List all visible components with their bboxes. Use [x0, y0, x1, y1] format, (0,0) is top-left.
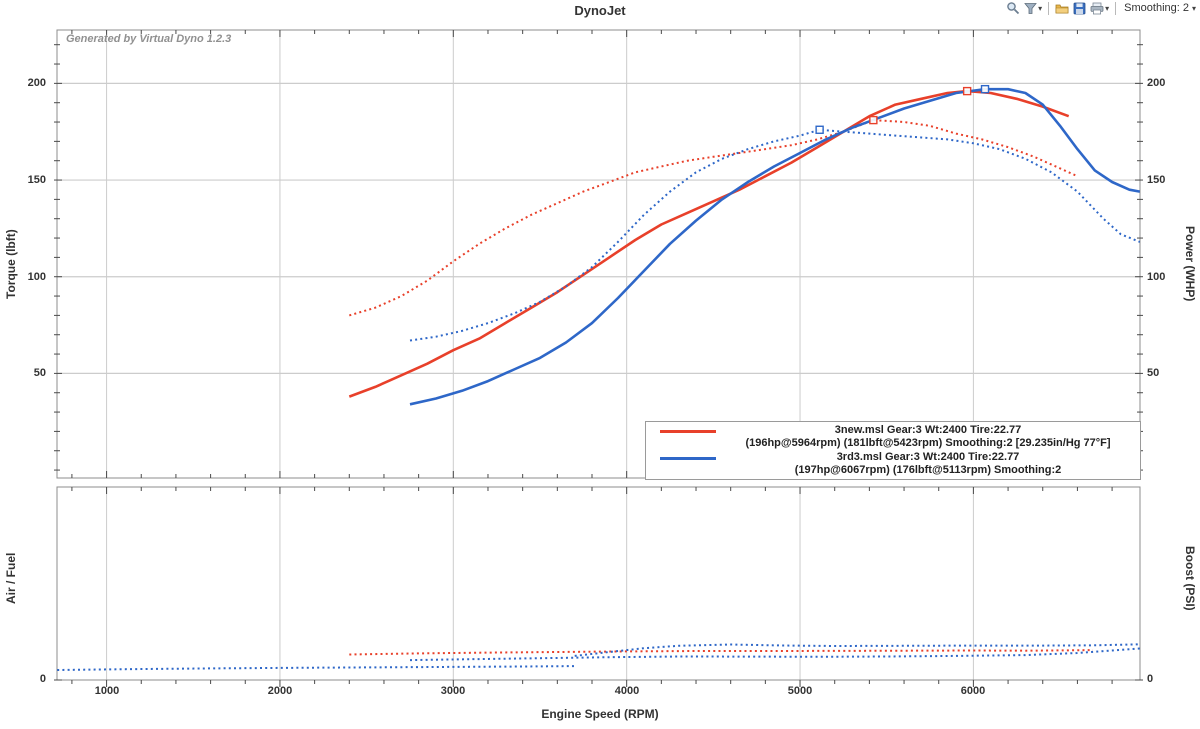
legend-swatch-blue — [660, 456, 716, 460]
torque-axis-label: Torque (lbft) — [4, 229, 18, 299]
generated-by-annotation: Generated by Virtual Dyno 1.2.3 — [66, 33, 232, 45]
legend: 3new.msl Gear:3 Wt:2400 Tire:22.77 (196h… — [645, 421, 1141, 480]
torque-tick-label: 50 — [33, 367, 46, 379]
boost-axis-label: Boost (PSI) — [1183, 545, 1197, 611]
power-tick-label: 100 — [1147, 271, 1166, 283]
series-3rd3-low-trace — [57, 665, 575, 671]
series-3rd3-msl-power-whp- — [409, 87, 1141, 406]
series-3new-air-fuel — [349, 649, 1094, 656]
engine-speed-axis-label: Engine Speed (RPM) — [541, 707, 659, 721]
printer-icon — [1090, 2, 1104, 14]
x-tick-label: 3000 — [440, 685, 466, 697]
power-tick-label: 50 — [1147, 367, 1160, 379]
power-tick-label: 150 — [1147, 174, 1166, 186]
legend-run-title: 3rd3.msl Gear:3 Wt:2400 Tire:22.77 — [836, 450, 1020, 463]
legend-run-title: 3new.msl Gear:3 Wt:2400 Tire:22.77 — [834, 423, 1022, 436]
series-3new-msl-power-whp- — [348, 89, 1070, 398]
zoom-button[interactable] — [1006, 1, 1020, 15]
folder-icon — [1055, 4, 1069, 13]
power-axis-label: Power (WHP) — [1183, 226, 1197, 302]
filter-icon — [1024, 2, 1037, 14]
torque-tick-label: 200 — [27, 77, 46, 89]
chevron-down-icon: ▾ — [1038, 3, 1043, 13]
x-tick-label: 4000 — [614, 685, 640, 697]
peak-marker — [980, 84, 990, 94]
x-tick-label: 1000 — [94, 685, 120, 697]
x-tick-label: 2000 — [267, 685, 293, 697]
series-3rd3-msl-torque-lbft- — [409, 128, 1141, 342]
series-3rd3-air-fuel — [409, 647, 1140, 662]
toolbar-separator — [1115, 1, 1117, 15]
x-tick-label: 6000 — [960, 685, 986, 697]
airfuel-axis-label: Air / Fuel — [4, 552, 18, 604]
legend-run-stats: (197hp@6067rpm) (176lbft@5113rpm) Smooth… — [794, 464, 1062, 476]
chevron-down-icon: ▾ — [1191, 3, 1196, 13]
print-button[interactable]: ▾ — [1090, 2, 1109, 15]
smoothing-dropdown[interactable]: Smoothing: 2 ▾ — [1122, 2, 1198, 14]
toolbar-separator — [1048, 1, 1050, 15]
legend-run-stats: (196hp@5964rpm) (181lbft@5423rpm) Smooth… — [745, 437, 1111, 449]
series-3rd3-boost — [574, 643, 1140, 657]
legend-entry-3new: 3new.msl Gear:3 Wt:2400 Tire:22.77 (196h… — [646, 424, 1140, 451]
torque-tick-label: 100 — [27, 271, 46, 283]
boost-tick-label: 0 — [1147, 673, 1154, 685]
peak-marker — [815, 125, 824, 134]
save-button[interactable] — [1073, 2, 1086, 15]
power-tick-label: 200 — [1147, 77, 1166, 89]
chart-title: DynoJet — [574, 3, 626, 18]
filter-button[interactable]: ▾ — [1024, 2, 1042, 15]
airfuel-tick-label: 0 — [39, 673, 46, 685]
legend-swatch-red — [660, 429, 716, 433]
peak-marker — [869, 115, 878, 125]
smoothing-label: Smoothing: 2 — [1124, 2, 1189, 14]
toolbar: ▾ ▾ Smoothing: 2 ▾ — [1006, 0, 1198, 16]
peak-marker — [962, 86, 972, 96]
legend-entry-3rd3: 3rd3.msl Gear:3 Wt:2400 Tire:22.77 (197h… — [646, 451, 1140, 478]
chevron-down-icon: ▾ — [1105, 3, 1110, 13]
x-tick-label: 5000 — [787, 685, 813, 697]
torque-tick-label: 150 — [27, 174, 46, 186]
save-icon — [1073, 2, 1086, 14]
series-3new-msl-torque-lbft- — [349, 119, 1078, 317]
open-button[interactable] — [1055, 2, 1069, 15]
magnifier-icon — [1007, 2, 1020, 15]
